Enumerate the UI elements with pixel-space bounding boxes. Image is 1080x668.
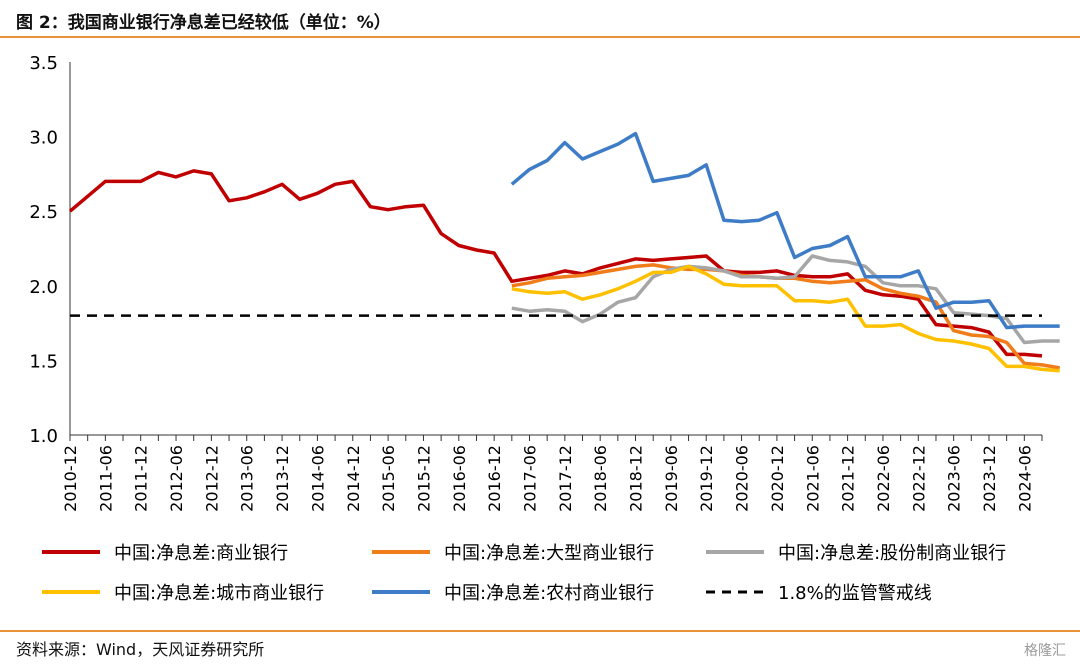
x-tick-label: 2019-06	[662, 445, 681, 512]
chart-title: 图 2：我国商业银行净息差已经较低（单位：%）	[16, 13, 391, 33]
legend-label-3: 中国:净息差:城市商业银行	[114, 583, 324, 604]
x-tick-label: 2014-06	[308, 445, 327, 512]
y-tick-label: 2.0	[29, 277, 58, 298]
legend: 中国:净息差:商业银行 中国:净息差:大型商业银行 中国:净息差:股份制商业银行中国…	[42, 543, 1006, 604]
x-tick-label: 2014-12	[344, 445, 363, 512]
series-line-0	[68, 169, 1043, 358]
watermark-logo: 格隆汇	[1024, 643, 1066, 659]
top-divider	[0, 36, 1080, 38]
x-tick-label: 2021-12	[839, 445, 858, 512]
x-tick-label: 2011-12	[132, 445, 151, 512]
x-tick-label: 2021-06	[803, 445, 822, 512]
line-chart: 1.0 1.5 2.0 2.5 3.0 3.5 2010-12 2011-06 2011-12…	[29, 53, 1060, 604]
x-tick-label: 2018-12	[627, 445, 646, 512]
y-tick-label: 3.5	[29, 53, 58, 74]
x-tick-label: 2015-12	[414, 445, 433, 512]
bottom-divider	[0, 630, 1080, 632]
x-tick-label: 2016-06	[450, 445, 469, 512]
y-tick-label: 1.0	[29, 426, 58, 447]
x-tick-label: 2013-12	[273, 445, 292, 512]
x-tick-label: 2017-06	[520, 445, 539, 512]
legend-label-5: 1.8%的监管警戒线	[778, 583, 932, 604]
x-tick-label: 2023-12	[980, 445, 999, 512]
x-tick-label: 2017-12	[556, 445, 575, 512]
x-tick-label: 2012-06	[167, 445, 186, 512]
x-tick-label: 2012-12	[202, 445, 221, 512]
series-layer	[68, 131, 1060, 373]
x-tick-label: 2022-06	[874, 445, 893, 512]
legend-label-4: 中国:净息差:农村商业银行	[444, 583, 654, 604]
x-tick-label: 2011-06	[96, 445, 115, 512]
x-tick-label: 2013-06	[238, 445, 257, 512]
x-axis: 2010-12 2011-06 2011-12 2012-06 2012-12 2013-…	[61, 434, 1043, 512]
x-tick-label: 2020-06	[733, 445, 752, 512]
x-tick-label: 2010-12	[61, 445, 80, 512]
legend-label-1: 中国:净息差:大型商业银行	[444, 543, 654, 564]
x-tick-label: 2020-12	[768, 445, 787, 512]
source-note: 资料来源：Wind，天风证券研究所	[16, 640, 265, 659]
x-tick-label: 2024-06	[1015, 445, 1034, 512]
legend-label-2: 中国:净息差:股份制商业银行	[778, 543, 1006, 564]
y-axis: 1.0 1.5 2.0 2.5 3.0 3.5	[29, 53, 71, 447]
x-tick-label: 2022-12	[909, 445, 928, 512]
series-line-2	[511, 254, 1060, 345]
x-tick-label: 2023-06	[945, 445, 964, 512]
y-tick-label: 2.5	[29, 202, 58, 223]
legend-label-0: 中国:净息差:商业银行	[114, 543, 288, 564]
series-line-4	[510, 131, 1060, 330]
x-tick-label: 2018-06	[591, 445, 610, 512]
x-tick-label: 2015-06	[379, 445, 398, 512]
series-line-3	[511, 264, 1060, 373]
x-tick-label: 2019-12	[697, 445, 716, 512]
x-tick-label: 2016-12	[485, 445, 504, 512]
y-tick-label: 1.5	[29, 351, 58, 372]
y-tick-label: 3.0	[29, 128, 58, 149]
